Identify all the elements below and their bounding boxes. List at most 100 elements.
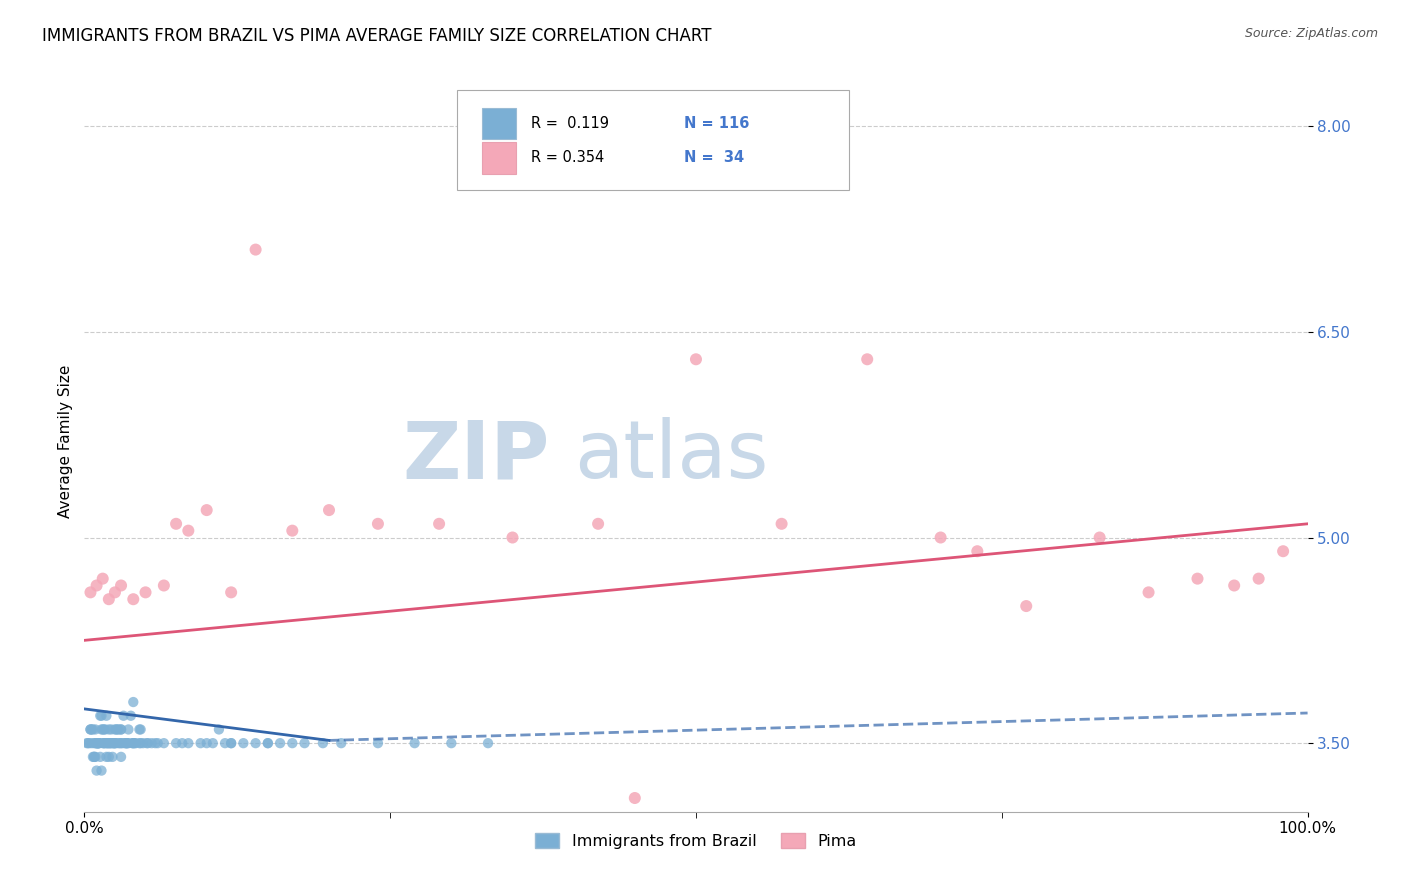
Point bbox=[101, 750, 124, 764]
Point bbox=[257, 736, 280, 750]
Point bbox=[105, 723, 128, 737]
Legend: Immigrants from Brazil, Pima: Immigrants from Brazil, Pima bbox=[529, 827, 863, 855]
Point bbox=[110, 736, 132, 750]
Point bbox=[114, 736, 136, 750]
Point bbox=[121, 736, 143, 750]
Point bbox=[94, 723, 117, 737]
Point bbox=[86, 736, 108, 750]
Text: Source: ZipAtlas.com: Source: ZipAtlas.com bbox=[1244, 27, 1378, 40]
Point bbox=[1247, 572, 1270, 586]
Point bbox=[79, 723, 101, 737]
Point bbox=[214, 736, 236, 750]
Point bbox=[190, 736, 212, 750]
Point bbox=[111, 736, 134, 750]
Point bbox=[87, 736, 110, 750]
Point bbox=[132, 736, 155, 750]
Point bbox=[135, 736, 157, 750]
Point bbox=[104, 585, 127, 599]
Point bbox=[101, 736, 124, 750]
Point bbox=[172, 736, 194, 750]
FancyBboxPatch shape bbox=[457, 90, 849, 190]
Point bbox=[93, 736, 115, 750]
Point bbox=[115, 736, 138, 750]
Text: ZIP: ZIP bbox=[402, 417, 550, 495]
Point bbox=[110, 578, 132, 592]
Point bbox=[929, 531, 952, 545]
Point bbox=[624, 791, 647, 805]
Point bbox=[153, 578, 176, 592]
Point bbox=[89, 750, 111, 764]
Point bbox=[128, 723, 150, 737]
Point bbox=[1015, 599, 1038, 613]
Point bbox=[477, 736, 499, 750]
Point bbox=[97, 736, 120, 750]
Point bbox=[177, 736, 200, 750]
Point bbox=[135, 585, 157, 599]
Point bbox=[91, 572, 114, 586]
Point bbox=[80, 736, 103, 750]
Point bbox=[219, 736, 242, 750]
Text: IMMIGRANTS FROM BRAZIL VS PIMA AVERAGE FAMILY SIZE CORRELATION CHART: IMMIGRANTS FROM BRAZIL VS PIMA AVERAGE F… bbox=[42, 27, 711, 45]
Point bbox=[97, 750, 120, 764]
Point bbox=[94, 736, 117, 750]
Point bbox=[115, 736, 138, 750]
Point bbox=[312, 736, 335, 750]
Point bbox=[770, 516, 793, 531]
Y-axis label: Average Family Size: Average Family Size bbox=[58, 365, 73, 518]
Point bbox=[91, 723, 114, 737]
Point bbox=[84, 736, 107, 750]
Text: N = 116: N = 116 bbox=[683, 116, 749, 131]
Point bbox=[87, 736, 110, 750]
Point bbox=[77, 736, 100, 750]
Point bbox=[110, 723, 132, 737]
Point bbox=[427, 516, 450, 531]
Point bbox=[201, 736, 224, 750]
Point bbox=[404, 736, 426, 750]
Point bbox=[146, 736, 169, 750]
Point bbox=[122, 736, 145, 750]
Point bbox=[84, 750, 107, 764]
Point bbox=[122, 695, 145, 709]
Point bbox=[281, 524, 304, 538]
Point bbox=[219, 585, 242, 599]
Point bbox=[120, 708, 142, 723]
Point bbox=[86, 578, 108, 592]
Point bbox=[96, 750, 118, 764]
Point bbox=[84, 723, 107, 737]
Point bbox=[104, 736, 127, 750]
Point bbox=[281, 736, 304, 750]
Point bbox=[141, 736, 163, 750]
Point bbox=[245, 243, 267, 257]
Point bbox=[98, 736, 121, 750]
Point bbox=[586, 516, 609, 531]
Point bbox=[87, 736, 110, 750]
Point bbox=[79, 723, 101, 737]
Point bbox=[110, 723, 132, 737]
Point bbox=[245, 736, 267, 750]
Point bbox=[86, 736, 108, 750]
Point bbox=[110, 750, 132, 764]
Point bbox=[97, 736, 120, 750]
Point bbox=[93, 723, 115, 737]
Point bbox=[1223, 578, 1246, 592]
Point bbox=[117, 723, 139, 737]
FancyBboxPatch shape bbox=[482, 108, 516, 139]
Point bbox=[208, 723, 231, 737]
FancyBboxPatch shape bbox=[482, 143, 516, 174]
Point bbox=[1088, 531, 1111, 545]
Point bbox=[129, 736, 152, 750]
Point bbox=[367, 736, 389, 750]
Point bbox=[87, 736, 110, 750]
Point bbox=[108, 736, 131, 750]
Point bbox=[105, 723, 128, 737]
Point bbox=[107, 723, 129, 737]
Point bbox=[219, 736, 242, 750]
Point bbox=[165, 736, 187, 750]
Point bbox=[105, 736, 128, 750]
Point bbox=[89, 708, 111, 723]
Text: R =  0.119: R = 0.119 bbox=[531, 116, 609, 131]
Point bbox=[153, 736, 176, 750]
Point bbox=[104, 736, 127, 750]
Text: R = 0.354: R = 0.354 bbox=[531, 151, 605, 166]
Point bbox=[83, 750, 105, 764]
